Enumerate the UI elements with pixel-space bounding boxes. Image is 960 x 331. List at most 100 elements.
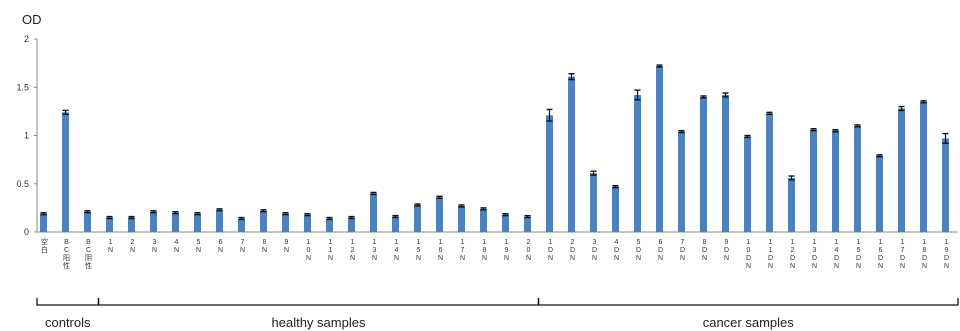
bar <box>458 205 465 232</box>
bar <box>150 211 157 232</box>
y-axis: 0 0.5 1 1.5 2 <box>16 34 958 237</box>
bar <box>700 96 707 233</box>
bar <box>590 173 597 232</box>
bar <box>634 94 641 232</box>
bar <box>62 112 69 232</box>
bar <box>238 218 245 232</box>
group-label: healthy samples <box>272 315 366 330</box>
bars-layer <box>40 66 949 233</box>
bar <box>546 115 553 232</box>
y-tick-label: 2 <box>24 34 29 44</box>
y-axis-label: OD <box>22 12 42 27</box>
bar <box>392 216 399 232</box>
bar <box>524 216 531 232</box>
bar <box>414 204 421 232</box>
bar <box>722 94 729 232</box>
bar <box>568 76 575 232</box>
y-tick-label: 1 <box>24 131 29 141</box>
category-labels-layer: 空白 B C 阳性 B C 阴性 1 N 2 N 3 N 4 N 5 N 6 N 7 N 8 N 9 N 1 0 N 1 1 N 1 2 N 1 3 N… <box>41 237 949 270</box>
bar <box>216 209 223 232</box>
bar <box>172 212 179 232</box>
bar <box>502 214 509 232</box>
bar <box>282 213 289 232</box>
bar <box>876 155 883 232</box>
bar <box>678 131 685 232</box>
group-label: cancer samples <box>703 315 795 330</box>
y-tick-label: 0 <box>24 227 29 237</box>
bar <box>194 213 201 232</box>
bar <box>304 214 311 232</box>
y-tick-label: 0.5 <box>16 179 29 189</box>
bar <box>832 130 839 232</box>
group-bracket <box>97 298 540 306</box>
bar <box>656 66 663 233</box>
bar <box>920 101 927 232</box>
category-label: 空白 <box>41 237 48 254</box>
bar <box>854 125 861 232</box>
bar <box>942 138 949 232</box>
bar <box>744 136 751 232</box>
bar <box>106 217 113 232</box>
bar <box>40 213 47 232</box>
bar <box>370 193 377 232</box>
bar <box>612 186 619 232</box>
bar <box>260 210 267 232</box>
bar <box>810 129 817 232</box>
bar <box>766 113 773 232</box>
bar <box>788 177 795 232</box>
error-bars-layer <box>40 64 949 221</box>
y-tick-label: 1.5 <box>16 82 29 92</box>
bar <box>84 211 91 232</box>
group-bracket <box>36 298 100 306</box>
group-bracket <box>537 298 959 306</box>
bar <box>898 108 905 232</box>
category-label: B C 阴性 <box>85 239 92 270</box>
category-label: B C 阳性 <box>63 239 70 270</box>
bar <box>326 218 333 232</box>
group-brackets-layer: controls healthy samples cancer samples <box>36 298 959 330</box>
bar <box>436 197 443 232</box>
group-label: controls <box>45 315 91 330</box>
bar <box>480 208 487 232</box>
